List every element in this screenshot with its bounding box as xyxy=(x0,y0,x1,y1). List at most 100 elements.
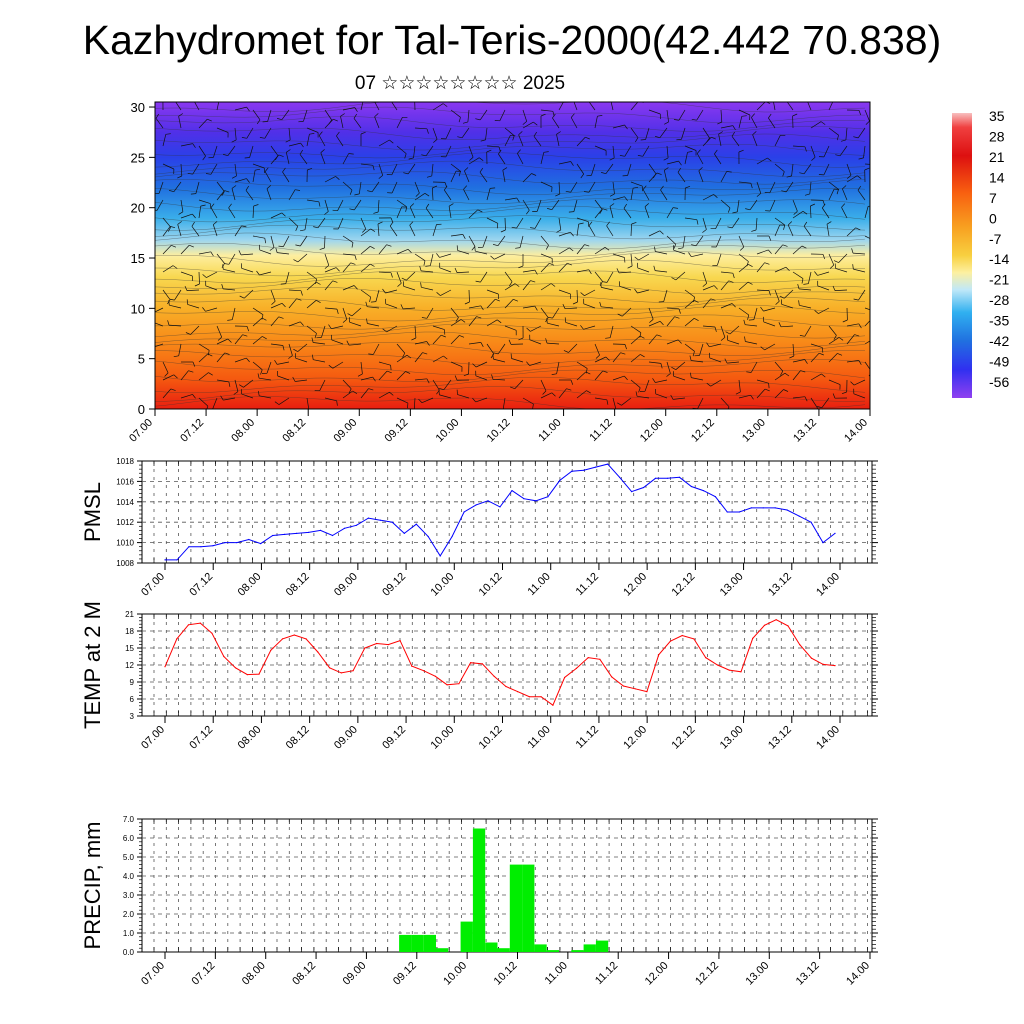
data-point xyxy=(702,490,705,492)
wind-barb xyxy=(504,197,517,201)
wind-barb xyxy=(691,253,704,258)
data-point xyxy=(634,688,636,690)
wind-barb-feather xyxy=(415,96,420,98)
wind-barb xyxy=(266,361,272,374)
wind-barb xyxy=(155,322,164,327)
wind-barb-feather xyxy=(585,371,591,375)
wind-barb-feather xyxy=(773,96,777,99)
wind-barb xyxy=(205,307,218,312)
wind-barb xyxy=(792,199,798,212)
wind-barb-feather xyxy=(223,263,229,265)
wind-barb-feather xyxy=(852,264,854,270)
isotherm-line xyxy=(155,287,866,303)
wind-barb-feather xyxy=(718,131,723,135)
wind-barb xyxy=(663,170,668,183)
wind-barb-feather xyxy=(442,103,448,107)
wind-barb xyxy=(547,322,560,327)
wind-barb xyxy=(192,163,200,175)
wind-barb-feather xyxy=(516,197,520,203)
wind-barb-feather xyxy=(673,244,677,250)
data-point xyxy=(415,523,417,525)
wind-barb xyxy=(324,267,337,273)
wind-barb xyxy=(385,303,398,309)
wind-barb-feather xyxy=(764,262,770,265)
wind-barb xyxy=(714,153,722,165)
wind-barb xyxy=(551,199,560,210)
wind-barb xyxy=(162,265,174,273)
wind-barb xyxy=(666,316,675,327)
wind-barb xyxy=(731,217,740,229)
wind-barb-feather xyxy=(752,131,757,136)
xtick-label: 09.00 xyxy=(332,724,360,752)
data-point xyxy=(284,533,286,536)
wind-barb xyxy=(270,145,279,156)
data-point xyxy=(631,491,633,493)
wind-barb-feather xyxy=(292,376,296,382)
wind-barb xyxy=(792,359,805,363)
wind-barb xyxy=(648,109,661,115)
wind-barb xyxy=(252,235,265,239)
wind-barb-feather xyxy=(374,113,379,118)
wind-barb-feather xyxy=(163,96,168,98)
wind-barb xyxy=(738,394,751,399)
data-point xyxy=(329,667,331,669)
wind-barb-feather xyxy=(609,193,615,197)
wind-barb-feather xyxy=(354,255,357,260)
wind-barb xyxy=(540,152,545,165)
wind-barb xyxy=(594,116,598,129)
wind-barb-feather xyxy=(238,250,242,256)
wind-barb-feather xyxy=(336,400,338,406)
wind-barb-feather xyxy=(405,371,411,374)
wind-barb-feather xyxy=(624,124,628,130)
wind-barb-feather xyxy=(786,96,789,100)
wind-barb-feather xyxy=(640,139,646,141)
wind-barb xyxy=(564,307,578,310)
wind-barb-feather xyxy=(340,113,345,117)
wind-barb-feather xyxy=(491,374,494,380)
wind-barb-feather xyxy=(420,282,422,288)
wind-barb xyxy=(709,357,722,363)
wind-barb-feather xyxy=(342,319,348,323)
wind-barb-feather xyxy=(549,262,555,266)
wind-barb xyxy=(216,352,226,363)
wind-barb xyxy=(342,253,355,256)
wind-barb xyxy=(389,225,398,237)
wind-barb-feather xyxy=(802,211,808,215)
xtick-label: 12.12 xyxy=(670,571,698,599)
wind-barb-feather xyxy=(402,352,406,358)
colorbar-gradient xyxy=(952,113,972,398)
wind-barb-feather xyxy=(422,352,428,355)
wind-barb xyxy=(756,157,768,165)
wind-barb xyxy=(785,181,794,193)
wind-barb-feather xyxy=(281,212,286,217)
wind-barb-feather xyxy=(480,305,484,311)
wind-barb-feather xyxy=(713,285,718,290)
wind-barb-feather xyxy=(639,332,642,338)
wind-barb xyxy=(727,361,740,364)
data-point xyxy=(740,671,742,673)
wind-barb-feather xyxy=(804,193,810,196)
precip-bar xyxy=(583,944,596,952)
wind-barb xyxy=(494,253,506,260)
wind-barb xyxy=(264,127,272,139)
wind-barb-feather xyxy=(631,222,637,225)
wind-barb xyxy=(450,109,461,118)
wind-barb-feather xyxy=(444,185,448,191)
wind-barb-feather xyxy=(318,131,323,136)
wind-barb xyxy=(468,289,470,303)
wind-barb-feather xyxy=(663,157,669,161)
wind-barb-feather xyxy=(609,203,615,207)
data-point xyxy=(564,676,566,679)
wind-barb xyxy=(573,102,578,111)
wind-barb xyxy=(828,337,840,345)
wind-barb-feather xyxy=(664,167,669,171)
wind-barb xyxy=(431,187,434,201)
wind-barb-feather xyxy=(187,172,193,175)
wind-barb-feather xyxy=(765,102,771,104)
isotherm-line xyxy=(155,331,866,349)
wind-barb xyxy=(594,199,603,210)
wind-barb-feather xyxy=(172,265,178,269)
wind-barb-feather xyxy=(170,226,176,229)
wind-barb xyxy=(720,280,729,291)
